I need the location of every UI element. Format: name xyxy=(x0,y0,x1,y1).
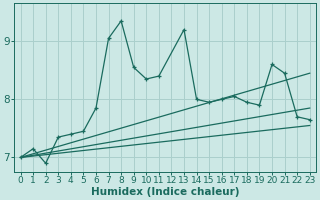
X-axis label: Humidex (Indice chaleur): Humidex (Indice chaleur) xyxy=(91,187,239,197)
